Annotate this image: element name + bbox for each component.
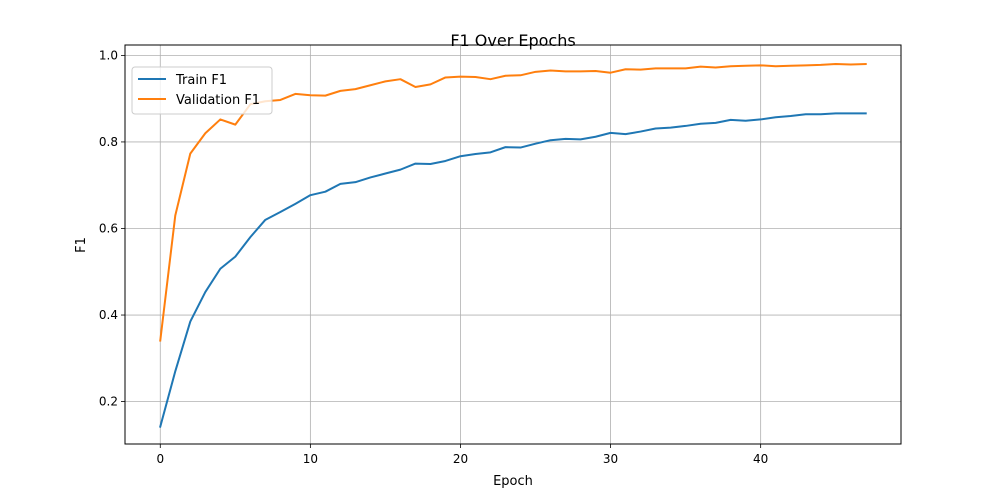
- y-tick-label: 0.2: [99, 395, 118, 409]
- series-lines: [159, 63, 867, 428]
- y-tick-label: 0.8: [99, 135, 118, 149]
- chart-title: F1 Over Epochs: [450, 31, 575, 50]
- x-tick-label: 0: [156, 452, 164, 466]
- legend-label-validation-f1: Validation F1: [176, 93, 260, 108]
- x-tick-label: 40: [753, 452, 768, 466]
- x-tick-label: 20: [453, 452, 468, 466]
- legend-box: [131, 66, 273, 115]
- x-axis-label: Epoch: [493, 474, 533, 489]
- x-tick-label: 10: [303, 452, 318, 466]
- legend: Train F1 Validation F1: [131, 66, 273, 115]
- y-axis-label: F1: [74, 237, 89, 253]
- x-tick-label: 30: [603, 452, 618, 466]
- axis-ticks: 0 10 20 30 40 0.2 0.4 0.6 0.8 1.0: [99, 48, 768, 466]
- grid: [125, 45, 901, 444]
- series-line-validation-f1: [159, 63, 867, 342]
- legend-label-train-f1: Train F1: [175, 73, 227, 88]
- plot-area-frame: [124, 44, 902, 445]
- y-tick-label: 1.0: [99, 48, 118, 62]
- y-tick-label: 0.4: [99, 308, 118, 322]
- y-tick-label: 0.6: [99, 221, 118, 235]
- series-line-train-f1: [159, 112, 867, 428]
